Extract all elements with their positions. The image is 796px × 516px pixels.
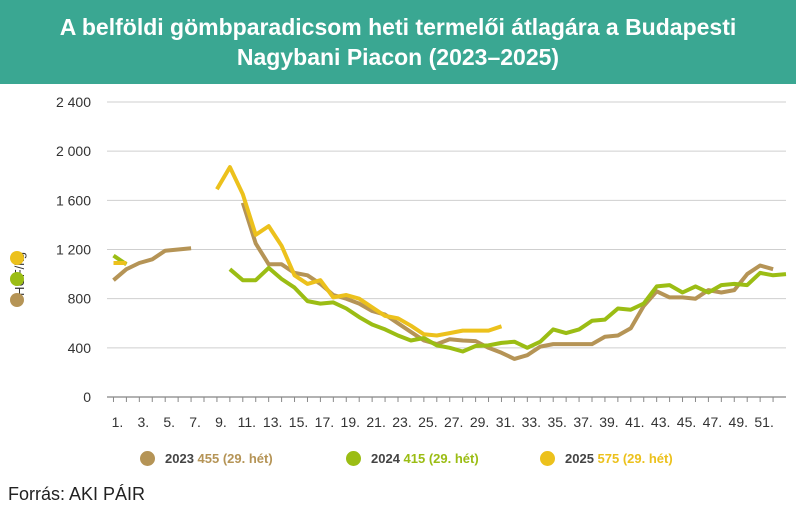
- x-axis-ticks: 1. 3. 5. 7. 9. 11. 13. 15. 17. 19. 21. 23. 25. 27. 29.…: [112, 397, 774, 430]
- y-tick-label: 2 000: [56, 143, 91, 159]
- legend-dot-2023: [140, 451, 155, 467]
- y-axis-legend-dots: [10, 251, 24, 307]
- x-tick-label: 5.: [163, 414, 175, 430]
- x-tick-label: 47.: [703, 414, 722, 430]
- y-tick-label: 1 600: [56, 192, 91, 208]
- legend-year-2024: 2024: [371, 451, 400, 467]
- x-tick-label: 7.: [189, 414, 201, 430]
- x-tick-label: 9.: [215, 414, 227, 430]
- x-tick-label: 45.: [677, 414, 696, 430]
- x-tick-label: 27.: [444, 414, 463, 430]
- x-tick-label: 3.: [137, 414, 149, 430]
- x-tick-label: 39.: [599, 414, 618, 430]
- y-axis-ticks: 0 400 800 1 200 1 600 2 000 2 400: [56, 94, 91, 405]
- x-tick-label: 23.: [392, 414, 411, 430]
- chart-title-line-1: A belföldi gömbparadicsom heti termelői …: [59, 14, 737, 40]
- x-tick-label: 17.: [315, 414, 334, 430]
- x-tick-label: 1.: [112, 414, 124, 430]
- x-tick-label: 29.: [470, 414, 489, 430]
- y-tick-label: 0: [83, 389, 91, 405]
- x-tick-label: 13.: [263, 414, 282, 430]
- y-tick-label: 2 400: [56, 94, 91, 110]
- x-tick-label: 19.: [341, 414, 360, 430]
- y-tick-label: 800: [68, 291, 92, 307]
- grid-lines: [107, 101, 786, 398]
- legend-dot-2025: [540, 451, 555, 467]
- x-tick-label: 21.: [366, 414, 385, 430]
- legend-year-2025: 2025: [565, 451, 594, 467]
- x-tick-label: 11.: [238, 414, 256, 430]
- legend-item-2023: 2023 455 (29. hét): [140, 450, 273, 467]
- legend-dot-2024: [346, 451, 361, 467]
- legend-year-2023: 2023: [165, 451, 194, 467]
- legend-item-2024: 2024 415 (29. hét): [346, 450, 479, 467]
- x-tick-label: 25.: [418, 414, 437, 430]
- side-dot-2024: [10, 272, 24, 286]
- series-line-2024: [228, 265, 787, 354]
- x-tick-label: 41.: [625, 414, 644, 430]
- x-tick-label: 31.: [496, 414, 515, 430]
- x-tick-label: 15.: [289, 414, 308, 430]
- x-tick-label: 51.: [754, 414, 773, 430]
- x-tick-label: 35.: [547, 414, 566, 430]
- y-tick-label: 400: [68, 340, 92, 356]
- chart-title-banner: A belföldi gömbparadicsom heti termelői …: [0, 0, 796, 84]
- line-chart: 0 400 800 1 200 1 600 2 000 2 400 1. 3. 5. 7. 9. 11…: [10, 94, 787, 430]
- x-tick-label: 43.: [651, 414, 670, 430]
- legend-value-2025: 575 (29. hét): [597, 451, 673, 467]
- legend-item-2025: 2025 575 (29. hét): [540, 450, 673, 467]
- legend-value-2024: 415 (29. hét): [403, 451, 479, 467]
- side-dot-2023: [10, 293, 24, 307]
- source-note: Forrás: AKI PÁIR: [8, 484, 146, 504]
- y-tick-label: 1 200: [56, 242, 91, 258]
- series-line-2025: [215, 165, 503, 338]
- series-lines: [112, 165, 787, 361]
- chart-title-line-2: Nagybani Piacon (2023–2025): [236, 44, 560, 70]
- x-tick-label: 33.: [522, 414, 541, 430]
- series-line-2023: [112, 246, 192, 282]
- side-dot-2025: [10, 251, 24, 265]
- x-tick-label: 37.: [573, 414, 592, 430]
- legend-value-2023: 455 (29. hét): [197, 451, 273, 467]
- x-tick-label: 49.: [729, 414, 748, 430]
